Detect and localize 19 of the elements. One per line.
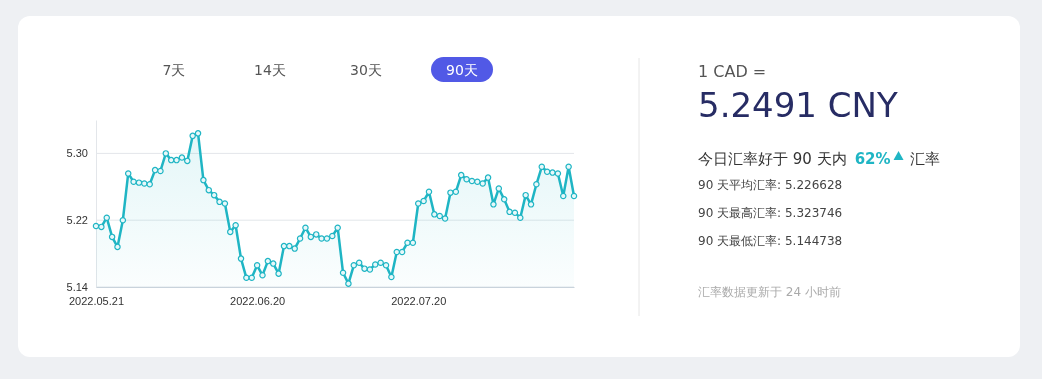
text: 今日汇率好于 90 天内 xyxy=(698,150,847,168)
text: 62% xyxy=(854,150,891,168)
text: 5.2491 CNY xyxy=(698,85,898,125)
y-tick-label: 5.14 xyxy=(66,281,88,294)
y-tick-label: 5.30 xyxy=(66,147,88,160)
text: 90 天平均汇率: 5.226628 xyxy=(698,178,843,192)
text: 汇率数据更新于 24 小时前 xyxy=(698,285,841,299)
text: 30天 xyxy=(350,62,382,78)
text: 7天 xyxy=(162,62,186,78)
text: 90天 xyxy=(446,62,478,78)
text: 14天 xyxy=(254,62,286,78)
x-tick-label: 2022.05.21 xyxy=(68,294,125,307)
x-tick-label: 2022.07.20 xyxy=(391,294,447,307)
text: 90 天最高汇率: 5.323746 xyxy=(698,206,843,220)
text: 1 CAD = xyxy=(698,62,767,81)
text: 90 天最低汇率: 5.144738 xyxy=(698,234,843,248)
text: 汇率 xyxy=(909,150,940,168)
y-tick-label: 5.22 xyxy=(66,214,88,227)
x-tick-label: 2022.06.20 xyxy=(230,294,286,307)
